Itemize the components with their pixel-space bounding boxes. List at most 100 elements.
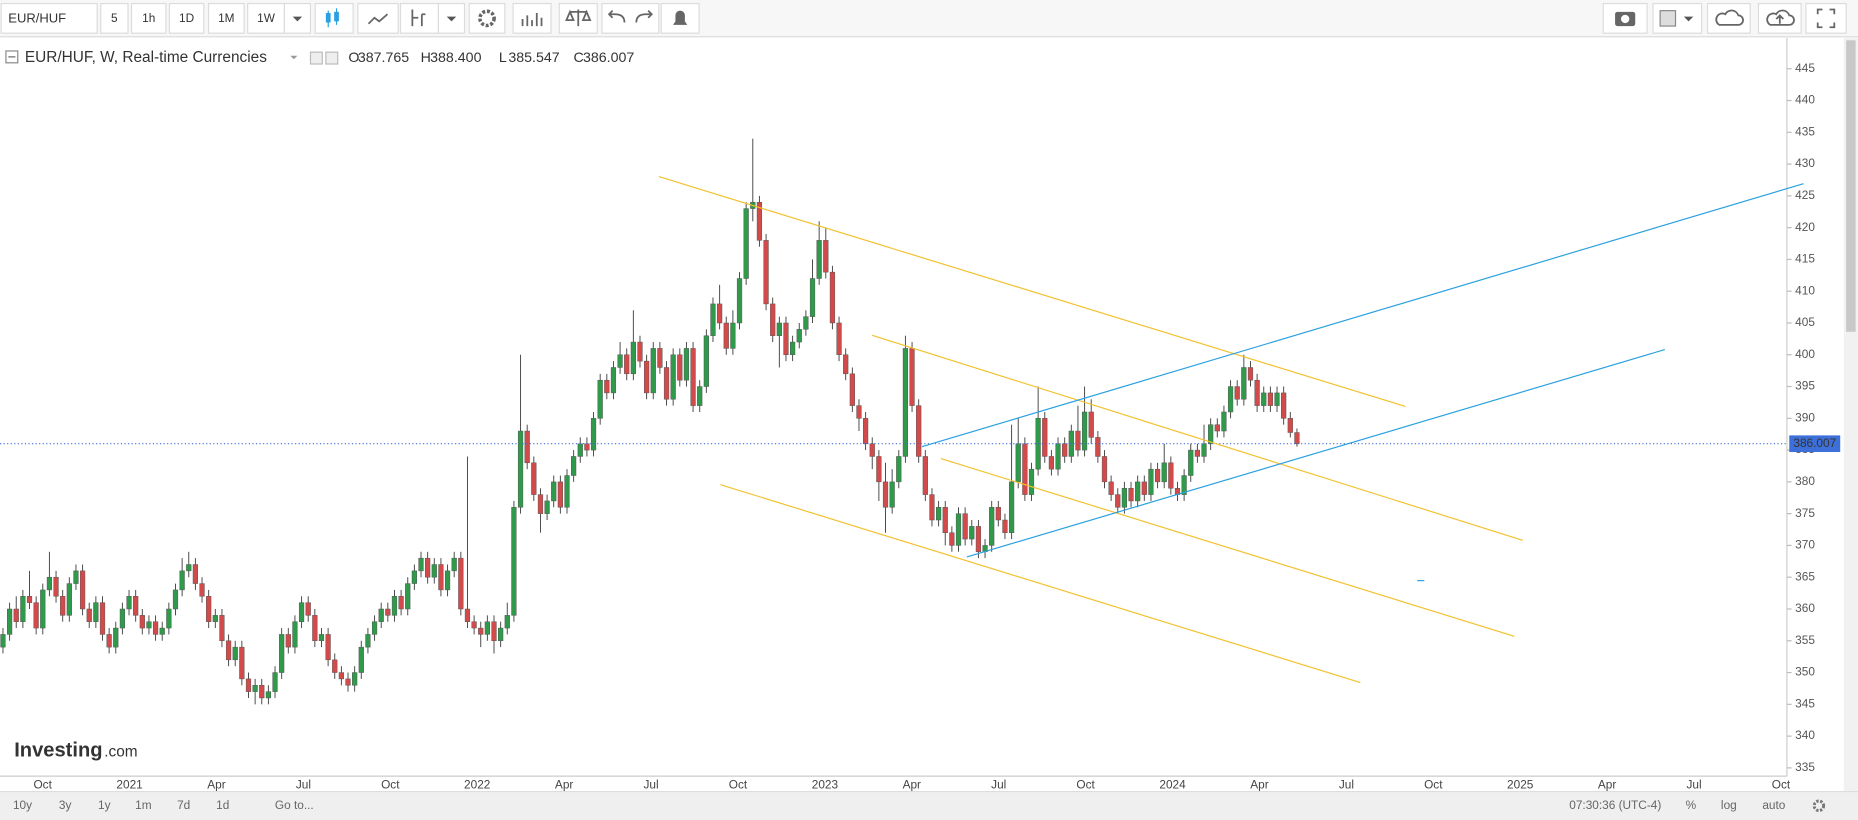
y-tick-label: 405 (1795, 315, 1815, 329)
scrollbar-thumb[interactable] (1846, 40, 1856, 332)
candle-body (252, 685, 258, 692)
candle-body (166, 608, 172, 629)
candle-body (1294, 432, 1300, 444)
y-tick-label: 425 (1795, 188, 1815, 202)
price-tag (1789, 435, 1841, 452)
candle-body (192, 564, 199, 584)
trendline[interactable] (940, 458, 1515, 637)
trendline[interactable] (871, 334, 1523, 541)
candle-body (736, 278, 743, 324)
candle-body (172, 589, 179, 610)
candle-body (431, 564, 437, 578)
candle-body (955, 513, 962, 546)
candle-body (292, 621, 298, 648)
candle-body (517, 430, 524, 508)
candle-body (113, 627, 119, 648)
range-button[interactable]: 3y (59, 798, 72, 812)
range-button[interactable]: 1m (135, 798, 152, 812)
interval-button[interactable] (247, 2, 285, 34)
line-button[interactable] (357, 2, 399, 34)
interval-button[interactable] (100, 2, 129, 34)
candle-body (1062, 443, 1068, 457)
range-button[interactable]: 10y (13, 798, 32, 812)
candle-body (537, 494, 544, 514)
candle-body (723, 322, 729, 349)
icon (367, 13, 389, 25)
settings-button[interactable] (468, 2, 506, 34)
candle-body (949, 532, 955, 546)
candle-body (584, 443, 590, 451)
range-button[interactable]: 1d (216, 798, 229, 812)
candle-body (26, 596, 33, 603)
trendline[interactable] (658, 175, 1406, 408)
candle-body (1101, 456, 1108, 483)
candle-body (46, 576, 53, 591)
trendline[interactable] (921, 183, 1804, 448)
candle-body (604, 379, 610, 394)
layout-button[interactable] (1652, 2, 1703, 34)
y-tick-label: 345 (1795, 696, 1815, 710)
undo-redo[interactable] (601, 2, 660, 34)
icon (521, 13, 543, 27)
settings-icon[interactable] (1812, 799, 1826, 812)
candle-body (882, 481, 889, 508)
x-tick-label: Jul (1339, 778, 1354, 792)
scale-button[interactable]: auto (1762, 798, 1785, 812)
x-tick-label: Apr (555, 778, 573, 792)
candle-body (929, 494, 935, 521)
candle-body (6, 608, 13, 635)
range-button[interactable]: 1y (98, 798, 111, 812)
candle-body (1188, 449, 1194, 476)
legend-icon[interactable] (309, 51, 323, 65)
x-tick-label: Jul (296, 778, 311, 792)
y-tick-label: 340 (1795, 728, 1815, 742)
goto-button[interactable]: Go to... (275, 798, 314, 812)
candle-body (849, 373, 855, 406)
candle-body (770, 303, 776, 336)
trendline[interactable] (720, 484, 1361, 684)
candle-body (119, 608, 126, 629)
candle-body (743, 208, 749, 279)
range-button[interactable]: 7d (177, 798, 190, 812)
draw-button[interactable] (399, 2, 440, 34)
candle-body (551, 481, 557, 502)
interval-button[interactable] (130, 2, 167, 34)
x-tick-label: Apr (1250, 778, 1268, 792)
candle-body (33, 602, 39, 629)
candle-body (66, 583, 72, 616)
interval-button[interactable] (207, 2, 245, 34)
x-tick-label: Oct (729, 778, 748, 792)
candle-body (683, 348, 690, 381)
interval-label: 1h (142, 11, 155, 25)
candle-body (1081, 411, 1088, 451)
trendline[interactable] (966, 348, 1666, 558)
scale-button[interactable]: log (1721, 798, 1737, 812)
candle-body (962, 513, 968, 540)
legend-icon[interactable] (325, 51, 339, 65)
candle-body (1068, 430, 1074, 457)
candle-body (564, 475, 570, 508)
cloud-load[interactable] (1706, 2, 1751, 34)
candle-body (869, 443, 875, 457)
interval-button[interactable] (168, 2, 205, 34)
candle-body (179, 570, 185, 591)
legend: EUR/HUF, W, Real-time Currencies O387.76… (5, 49, 634, 66)
candle-body (99, 602, 106, 635)
candle-body (305, 602, 311, 616)
candle-body (1194, 449, 1200, 457)
candle-body (922, 456, 928, 495)
candle-body (325, 634, 331, 661)
candle-body (1214, 424, 1220, 432)
fullscreen-button[interactable] (1805, 2, 1847, 34)
candle-body (298, 602, 305, 622)
icon (1715, 9, 1744, 26)
candle-body (212, 615, 218, 622)
y-tick-label: 395 (1795, 379, 1815, 393)
scale-button[interactable]: % (1686, 798, 1697, 812)
candle-body (889, 481, 895, 508)
candle-body (909, 348, 915, 406)
indicators-button[interactable] (512, 2, 552, 34)
candle-body (265, 691, 271, 699)
symbol-input[interactable] (0, 2, 98, 34)
